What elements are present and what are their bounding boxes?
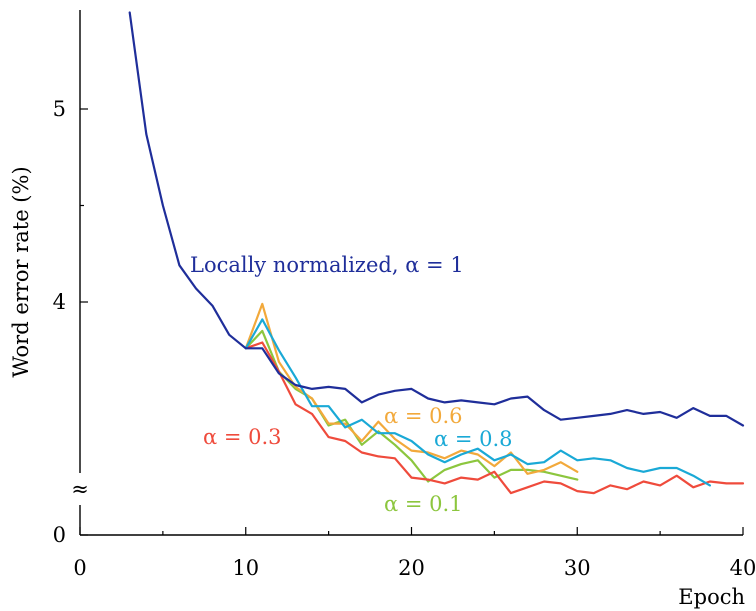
series-label-locally-normalized: Locally normalized, α = 1: [190, 253, 464, 277]
y-tick-label-5: 5: [53, 97, 66, 121]
x-tick-label-30: 30: [564, 556, 591, 580]
y-tick-label-4: 4: [53, 290, 66, 314]
y-ticks: 0 4 5: [53, 97, 88, 547]
series-label-alpha-0-8: α = 0.8: [434, 427, 513, 451]
series-line-0-3: [244, 341, 745, 495]
x-ticks: 0 10 20 30 40: [73, 527, 756, 580]
y-tick-label-0: 0: [53, 523, 66, 547]
x-tick-label-10: 10: [232, 556, 259, 580]
series-label-alpha-0-6: α = 0.6: [384, 404, 463, 428]
series-layer: [128, 11, 745, 495]
y-axis-title: Word error rate (%): [9, 166, 33, 377]
series-line-0-8: [244, 318, 712, 487]
x-tick-label-40: 40: [730, 556, 756, 580]
series-line-locally-normalized-1: [128, 11, 745, 427]
axis-break-marker: ≈: [71, 477, 89, 501]
x-tick-label-0: 0: [73, 556, 86, 580]
x-tick-label-20: 20: [398, 556, 425, 580]
series-line-0-6: [244, 302, 579, 475]
x-axis-title: Epoch: [678, 585, 745, 609]
series-label-alpha-0-3: α = 0.3: [203, 425, 282, 449]
series-label-alpha-0-1: α = 0.1: [384, 492, 463, 516]
